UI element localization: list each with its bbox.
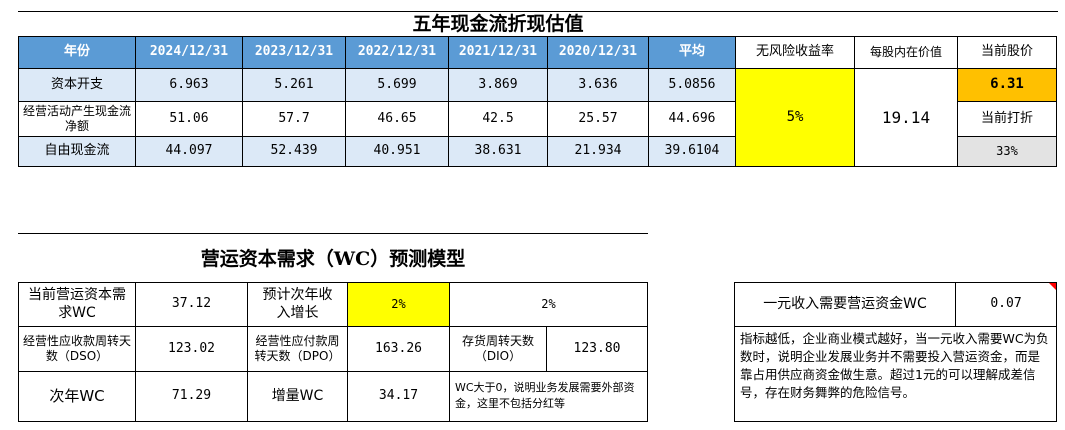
dcf-header-2020: 2020/12/31 — [547, 36, 649, 69]
fcf-2022: 40.951 — [345, 136, 449, 167]
ocf-2023: 57.7 — [242, 101, 346, 137]
row-label-free-cashflow: 自由现金流 — [18, 136, 136, 167]
current-price-label: 当前股价 — [957, 36, 1057, 69]
risk-free-rate-value[interactable]: 5% — [735, 68, 855, 167]
capex-2024: 6.963 — [135, 68, 243, 102]
row-label-capex: 资本开支 — [18, 68, 136, 102]
growth-value[interactable]: 2% — [347, 282, 450, 327]
ocf-2022: 46.65 — [345, 101, 449, 137]
per-yuan-wc-value: 0.07 — [955, 282, 1057, 327]
increase-wc-value: 34.17 — [347, 371, 450, 422]
fcf-2023: 52.439 — [242, 136, 346, 167]
capex-2022: 5.699 — [345, 68, 449, 102]
dpo-label: 经营性应付款周转天数（DPO） — [247, 326, 348, 372]
fcf-2021: 38.631 — [448, 136, 548, 167]
dio-label: 存货周转天数（DIO） — [449, 326, 547, 372]
capex-2023: 5.261 — [242, 68, 346, 102]
dcf-header-2021: 2021/12/31 — [448, 36, 548, 69]
dcf-title: 五年现金流折现估值 — [412, 13, 584, 35]
current-wc-label: 当前营运资本需求WC — [18, 282, 136, 327]
next-wc-label: 次年WC — [18, 371, 136, 422]
top-rule — [18, 11, 1058, 12]
capex-2021: 3.869 — [448, 68, 548, 102]
current-discount-value: 33% — [957, 136, 1057, 167]
fcf-2024: 44.097 — [135, 136, 243, 167]
wc-title: 营运资本需求（WC）预测模型 — [200, 248, 466, 270]
section-rule — [18, 233, 648, 234]
wc-note: WC大于0，说明业务发展需要外部资金，这里不包括分红等 — [449, 371, 648, 422]
current-wc-value: 37.12 — [135, 282, 248, 327]
growth-value-display: 2% — [449, 282, 648, 327]
per-yuan-wc-label: 一元收入需要营运资金WC — [734, 282, 956, 327]
dso-value: 123.02 — [135, 326, 248, 372]
ocf-2020: 25.57 — [547, 101, 649, 137]
ocf-2024: 51.06 — [135, 101, 243, 137]
dso-label: 经营性应收款周转天数（DSO） — [18, 326, 136, 372]
current-discount-label: 当前打折 — [957, 101, 1057, 137]
ocf-average: 44.696 — [648, 101, 736, 137]
capex-average: 5.0856 — [648, 68, 736, 102]
growth-label: 预计次年收入增长 — [247, 282, 348, 327]
row-label-operating-cashflow: 经营活动产生现金流净额 — [18, 101, 136, 137]
increase-wc-label: 增量WC — [247, 371, 348, 422]
dio-value: 123.80 — [546, 326, 648, 372]
fcf-average: 39.6104 — [648, 136, 736, 167]
intrinsic-value: 19.14 — [854, 68, 958, 167]
ocf-2021: 42.5 — [448, 101, 548, 137]
intrinsic-value-label: 每股内在价值 — [854, 36, 958, 69]
capex-2020: 3.636 — [547, 68, 649, 102]
risk-free-label: 无风险收益率 — [735, 36, 855, 69]
current-price-value[interactable]: 6.31 — [957, 68, 1057, 102]
next-wc-value: 71.29 — [135, 371, 248, 422]
dpo-value: 163.26 — [347, 326, 450, 372]
dcf-header-year: 年份 — [18, 36, 136, 69]
dcf-header-2024: 2024/12/31 — [135, 36, 243, 69]
dcf-header-2023: 2023/12/31 — [242, 36, 346, 69]
dcf-header-average: 平均 — [648, 36, 736, 69]
fcf-2020: 21.934 — [547, 136, 649, 167]
comment-marker-icon[interactable] — [1049, 283, 1056, 290]
per-yuan-wc-explanation: 指标越低，企业商业模式越好，当一元收入需要WC为负数时，说明企业发展业务并不需要… — [734, 326, 1057, 422]
dcf-header-2022: 2022/12/31 — [345, 36, 449, 69]
